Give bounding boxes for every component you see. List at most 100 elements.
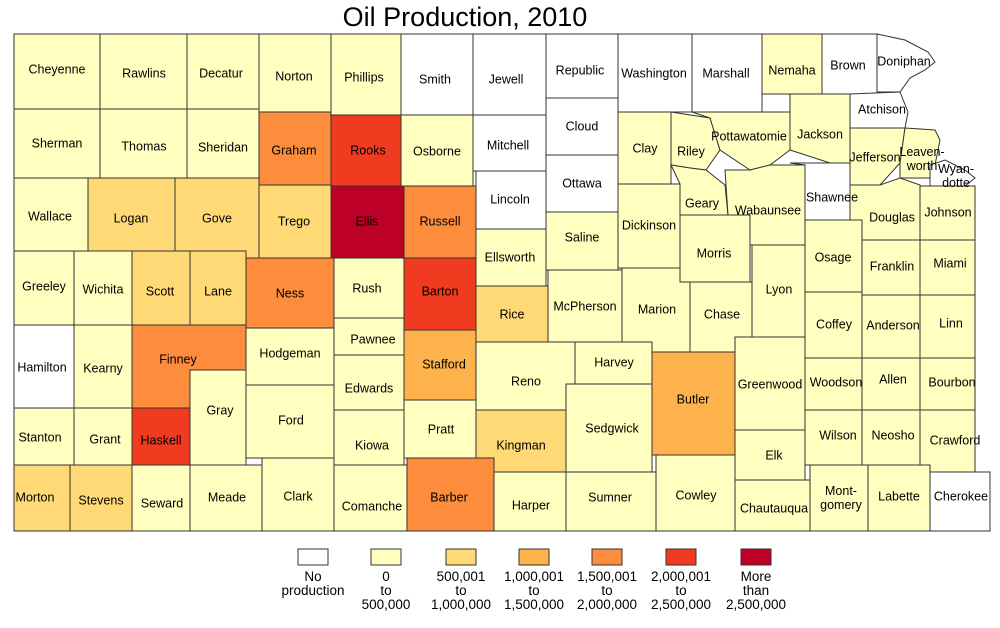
county-label-wallace: Wallace [28,209,72,223]
county-label-cheyenne: Cheyenne [29,62,86,76]
county-label-pawnee: Pawnee [350,332,395,346]
county-label-cowley: Cowley [676,488,718,502]
county-label-chautauqua: Chautauqua [740,501,808,515]
county-label-woodson: Woodson [810,375,863,389]
county-label-lincoln: Lincoln [490,192,530,206]
legend-label-c2: to [455,583,466,598]
county-label-miami: Miami [933,256,966,270]
county-doniphan[interactable] [876,33,936,93]
county-label-nemaha: Nemaha [768,63,815,77]
legend-swatch-c1 [370,548,402,566]
county-label-marion: Marion [638,302,676,316]
county-label-harper: Harper [512,498,550,512]
legend-label-c6: 2,500,000 [726,597,786,612]
county-label-phillips: Phillips [344,70,384,84]
county-label-linn: Linn [939,316,963,330]
legend-label-c1: 500,000 [362,597,411,612]
county-label-washington: Washington [621,66,687,80]
county-gray[interactable] [189,369,247,466]
county-label-harvey: Harvey [594,355,634,369]
county-label-jackson: Jackson [797,127,843,141]
county-label-mcpherson: McPherson [553,299,616,313]
county-labels-layer: Cheyenne Rawlins Decatur Norton Phillips Smit… [16,54,989,515]
county-label-scott: Scott [146,284,175,298]
county-label-elk: Elk [765,448,783,462]
legend-label-c5: 2,000,001 [651,569,711,584]
county-label-jefferson: Jefferson [849,150,900,164]
county-label-decatur: Decatur [199,66,243,80]
county-label-logan: Logan [114,211,149,225]
county-label-norton: Norton [275,69,313,83]
county-label-wichita: Wichita [83,282,124,296]
county-label-cloud: Cloud [566,119,599,133]
county-label-geary: Geary [685,196,720,210]
county-label-rooks: Rooks [350,143,385,157]
county-label-doniphan: Doniphan [877,54,931,68]
county-label-gove: Gove [202,211,232,225]
county-label-sheridan: Sheridan [198,140,248,154]
county-label-ellis: Ellis [356,214,379,228]
county-label-clark: Clark [283,489,313,503]
county-label-rice: Rice [499,307,524,321]
county-label-grant: Grant [89,432,121,446]
legend-label-none: No [304,569,321,584]
county-label-clay: Clay [632,141,658,155]
county-label-sumner: Sumner [588,490,632,504]
county-label-kiowa: Kiowa [355,438,389,452]
county-label-cherokee: Cherokee [934,489,988,503]
county-label-osage: Osage [815,250,852,264]
county-label-graham: Graham [271,143,316,157]
county-label-anderson: Anderson [866,318,920,332]
map-title: Oil Production, 2010 [342,2,588,32]
legend-label-c6: than [743,583,769,598]
county-label-shawnee: Shawnee [806,190,858,204]
legend-swatch-c6 [740,548,772,566]
county-label-allen: Allen [879,372,907,386]
county-label-kingman: Kingman [496,438,545,452]
county-label-seward: Seward [141,496,183,510]
county-label-kearny: Kearny [83,361,123,375]
legend-label-c2: 1,000,000 [431,597,491,612]
legend-swatch-none [297,548,329,566]
county-label-dickinson: Dickinson [622,218,676,232]
legend-label-c6: More [741,569,772,584]
county-label-riley: Riley [677,144,706,158]
county-label-bourbon: Bourbon [928,375,975,389]
county-label-stafford: Stafford [422,357,466,371]
county-label-morris: Morris [697,246,732,260]
county-label-coffey: Coffey [816,317,853,331]
county-label-mont-gomery: Mont-gomery [820,484,862,512]
legend-label-c1: to [380,583,391,598]
county-label-brown: Brown [830,58,865,72]
county-label-edwards: Edwards [345,381,394,395]
counties-layer [13,33,991,532]
county-label-haskell: Haskell [141,433,182,447]
county-label-ford: Ford [278,413,304,427]
county-label-neosho: Neosho [871,428,914,442]
county-comanche[interactable] [333,464,408,532]
county-label-ottawa: Ottawa [562,176,602,190]
legend-label-c4: 1,500,001 [577,569,637,584]
county-label-leaven-worth: Leaven-worth [899,145,944,173]
county-label-osborne: Osborne [413,144,461,158]
legend-swatch-c4 [591,548,623,566]
county-label-reno: Reno [511,374,541,388]
county-label-thomas: Thomas [121,139,166,153]
county-label-stevens: Stevens [78,493,123,507]
legend-swatch-c2 [445,548,477,566]
legend-label-c2: 500,001 [437,569,486,584]
county-label-barton: Barton [422,284,459,298]
county-cherokee[interactable] [929,471,991,532]
legend-swatch-c5 [665,548,697,566]
county-label-mitchell: Mitchell [487,138,529,152]
county-label-hamilton: Hamilton [17,360,66,374]
county-label-johnson: Johnson [924,205,971,219]
county-label-ellsworth: Ellsworth [485,250,536,264]
county-label-wyan-dotte: Wyan-dotte [938,162,974,190]
legend-label-c3: 1,000,001 [504,569,564,584]
county-label-crawford: Crawford [930,433,981,447]
county-label-russell: Russell [420,214,461,228]
legend-label-none: production [281,583,344,598]
legend-swatch-c3 [518,548,550,566]
